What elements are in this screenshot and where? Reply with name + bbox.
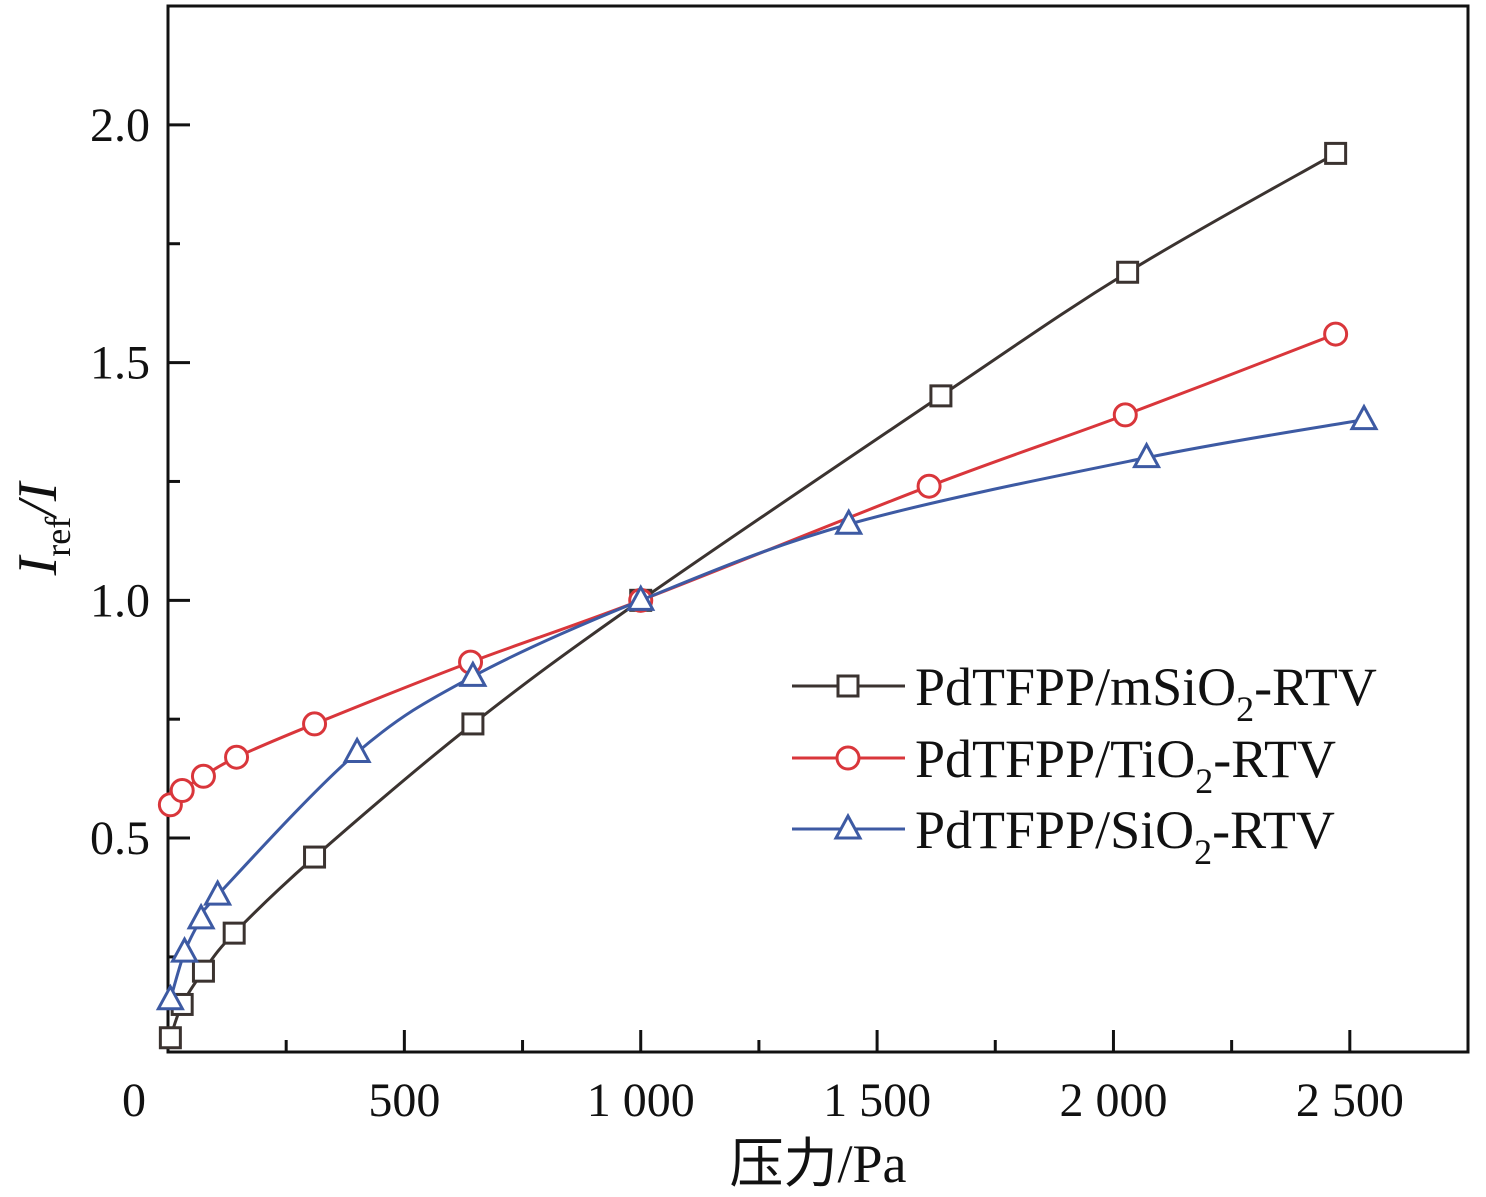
legend-label-pre: PdTFPP/SiO bbox=[915, 800, 1194, 860]
series-layer bbox=[155, 141, 1379, 1050]
legend-entry: PdTFPP/TiO2-RTV bbox=[792, 729, 1336, 801]
data-point-square bbox=[222, 921, 246, 945]
data-point-triangle bbox=[186, 902, 216, 930]
legend-entry: PdTFPP/mSiO2-RTV bbox=[792, 657, 1377, 729]
legend-label-sub: 2 bbox=[1236, 689, 1254, 729]
data-point-circle bbox=[1112, 402, 1138, 428]
plot-frame bbox=[166, 4, 1470, 1054]
legend-marker-triangle bbox=[833, 812, 863, 840]
x-tick-label: 2 500 bbox=[1296, 1074, 1404, 1127]
y-axis-title-main: I bbox=[7, 554, 69, 576]
series-square bbox=[158, 141, 1348, 1050]
legend-label: PdTFPP/mSiO2-RTV bbox=[915, 657, 1377, 729]
data-point-triangle bbox=[626, 584, 656, 611]
x-axis-ticks: 0 500 1 000 1 500 2 000 2 500 bbox=[122, 1030, 1404, 1127]
y-axis-title-sub: ref bbox=[38, 517, 78, 557]
data-point-circle bbox=[224, 744, 250, 770]
legend-entry: PdTFPP/SiO2-RTV bbox=[792, 800, 1335, 872]
legend-label: PdTFPP/TiO2-RTV bbox=[915, 729, 1336, 801]
data-point-circle bbox=[1323, 321, 1349, 347]
legend-label: PdTFPP/SiO2-RTV bbox=[915, 800, 1335, 872]
y-axis-title: Iref/I bbox=[7, 480, 78, 576]
legend: PdTFPP/mSiO2-RTVPdTFPP/TiO2-RTVPdTFPP/Si… bbox=[792, 657, 1377, 872]
x-tick-label: 1 500 bbox=[823, 1074, 931, 1127]
legend-marker-circle bbox=[835, 745, 861, 771]
data-point-square bbox=[1116, 260, 1140, 284]
data-point-triangle bbox=[1132, 441, 1162, 469]
data-point-square bbox=[158, 1026, 182, 1050]
x-tick-label: 1 000 bbox=[587, 1074, 695, 1127]
data-point-triangle bbox=[155, 983, 185, 1011]
y-tick-label: 1.0 bbox=[90, 574, 150, 627]
data-point-triangle bbox=[834, 508, 864, 535]
series-triangle bbox=[155, 403, 1379, 1011]
y-axis-title-rest: /I bbox=[7, 480, 69, 520]
legend-label-pre: PdTFPP/mSiO bbox=[915, 657, 1236, 717]
data-point-triangle bbox=[203, 878, 233, 906]
data-point-square bbox=[1324, 141, 1348, 165]
data-point-square bbox=[461, 712, 485, 736]
legend-label-post: -RTV bbox=[1213, 729, 1336, 789]
legend-label-post: -RTV bbox=[1212, 800, 1335, 860]
x-tick-label: 500 bbox=[368, 1074, 440, 1127]
x-axis-title: 压力/Pa bbox=[729, 1134, 906, 1194]
data-point-circle bbox=[169, 778, 195, 803]
data-point-circle bbox=[190, 763, 216, 789]
series-line bbox=[168, 152, 1337, 1039]
legend-label-sub: 2 bbox=[1194, 832, 1212, 872]
data-point-square bbox=[929, 384, 953, 408]
legend-label-sub: 2 bbox=[1195, 761, 1213, 801]
data-point-circle bbox=[916, 473, 942, 499]
y-tick-label: 0.5 bbox=[90, 812, 150, 865]
legend-label-pre: PdTFPP/TiO bbox=[915, 729, 1195, 789]
legend-label-post: -RTV bbox=[1254, 657, 1377, 717]
data-point-square bbox=[191, 959, 215, 983]
x-tick-label: 0 bbox=[122, 1074, 146, 1127]
data-point-triangle bbox=[1349, 403, 1379, 431]
data-point-circle bbox=[302, 711, 328, 737]
data-point-square bbox=[303, 845, 327, 869]
x-tick-label: 2 000 bbox=[1059, 1074, 1167, 1127]
data-point-triangle bbox=[342, 736, 372, 763]
data-point-triangle bbox=[170, 936, 200, 963]
y-tick-label: 2.0 bbox=[90, 99, 150, 152]
y-tick-label: 1.5 bbox=[90, 337, 150, 390]
legend-marker-square bbox=[836, 674, 860, 698]
data-point-triangle bbox=[458, 660, 488, 687]
y-axis-ticks: 0.5 1.0 1.5 2.0 bbox=[90, 99, 190, 959]
